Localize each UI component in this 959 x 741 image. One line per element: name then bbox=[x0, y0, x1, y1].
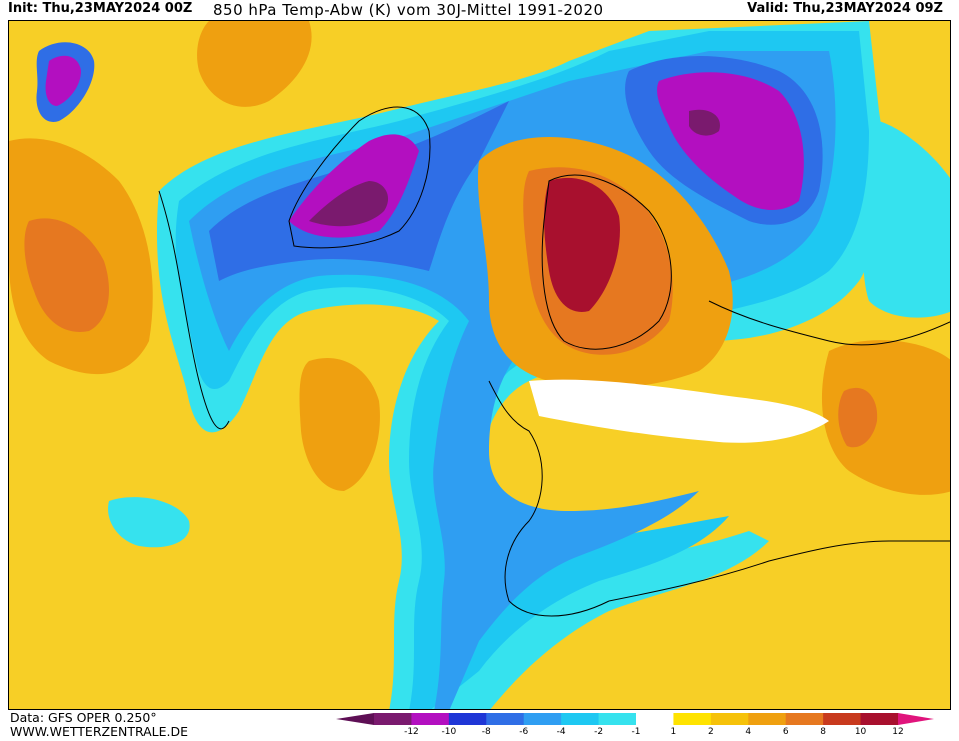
color-legend: -12 -10 -8 -6 -4 -2 -1 1 2 4 6 8 10 12 bbox=[334, 711, 956, 741]
legend-tick-label: 10 bbox=[854, 727, 867, 737]
coastline-europe-west bbox=[488, 380, 610, 617]
map-canvas bbox=[9, 21, 950, 709]
legend-segment bbox=[823, 713, 862, 725]
legend-segment bbox=[561, 713, 600, 725]
init-time: Init: Thu,23MAY2024 00Z bbox=[8, 1, 193, 16]
anomaly-map bbox=[8, 20, 951, 710]
legend-below-arrow bbox=[336, 713, 374, 725]
legend-above-arrow bbox=[898, 713, 934, 725]
coastline-baltic-russia bbox=[708, 300, 950, 346]
sw-atlantic-cool bbox=[108, 497, 190, 548]
legend-segment bbox=[374, 713, 412, 725]
legend-tick-label: 8 bbox=[820, 727, 827, 737]
footer-credits: Data: GFS OPER 0.250° WWW.WETTERZENTRALE… bbox=[10, 711, 188, 739]
mid-atlantic-warm bbox=[299, 357, 380, 491]
atlantic-west-warmer bbox=[24, 218, 109, 332]
coastline-greenland bbox=[288, 106, 431, 249]
legend-segment bbox=[785, 713, 824, 725]
legend-tick-label: -2 bbox=[594, 727, 604, 737]
legend-segment bbox=[598, 713, 637, 725]
legend-segment bbox=[486, 713, 525, 725]
scandinavia-hot bbox=[544, 177, 620, 312]
east-warmer bbox=[838, 387, 878, 448]
legend-tick-label: 12 bbox=[892, 727, 904, 737]
header-bar: Init: Thu,23MAY2024 00Z 850 hPa Temp-Abw… bbox=[0, 0, 959, 20]
canada-very-cold bbox=[45, 55, 81, 106]
legend-tick-label: 6 bbox=[782, 727, 789, 737]
legend-tick-label: 2 bbox=[707, 727, 714, 737]
legend-tick-label: 4 bbox=[745, 727, 752, 737]
arctic-extreme-cold bbox=[689, 109, 720, 136]
legend-tick-label: -10 bbox=[441, 727, 457, 737]
legend-segment bbox=[448, 713, 487, 725]
europe-neutral-band bbox=[529, 379, 829, 443]
legend-tick-label: 1 bbox=[670, 727, 677, 737]
valid-time: Valid: Thu,23MAY2024 09Z bbox=[747, 1, 943, 16]
coastline-mediterranean bbox=[608, 540, 950, 602]
map-title: 850 hPa Temp-Abw (K) vom 30J-Mittel 1991… bbox=[213, 1, 604, 19]
legend-segment bbox=[748, 713, 787, 725]
coastline-scandinavia bbox=[541, 174, 672, 350]
coastlines bbox=[158, 106, 950, 617]
coastline-labrador bbox=[158, 190, 230, 430]
legend-tick-label: -1 bbox=[631, 727, 641, 737]
legend-tick-label: -12 bbox=[404, 727, 419, 737]
legend-segment bbox=[710, 713, 749, 725]
legend-segment bbox=[523, 713, 562, 725]
legend-segment bbox=[673, 713, 712, 725]
website-label: WWW.WETTERZENTRALE.DE bbox=[10, 724, 189, 739]
data-source: Data: GFS OPER 0.250° bbox=[10, 710, 157, 725]
legend-tick-label: -6 bbox=[519, 727, 529, 737]
legend-bar bbox=[336, 713, 934, 725]
legend-tick-label: -8 bbox=[481, 727, 491, 737]
greenland-extreme-cold bbox=[309, 181, 389, 227]
legend-segment bbox=[860, 713, 899, 725]
east-warm bbox=[821, 340, 950, 495]
legend-segment bbox=[636, 713, 674, 725]
arctic-very-cold bbox=[657, 72, 804, 211]
baffin-warm bbox=[197, 21, 312, 107]
legend-segment bbox=[411, 713, 450, 725]
legend-tick-label: -4 bbox=[556, 727, 566, 737]
north-russia-cool bbox=[863, 121, 950, 318]
